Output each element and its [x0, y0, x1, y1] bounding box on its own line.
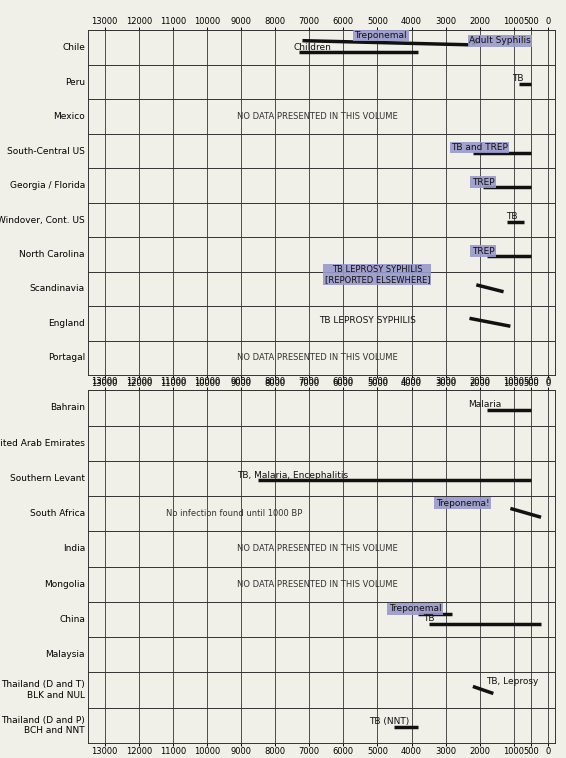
Text: NO DATA PRESENTED IN THIS VOLUME: NO DATA PRESENTED IN THIS VOLUME	[237, 580, 398, 589]
Text: NO DATA PRESENTED IN THIS VOLUME: NO DATA PRESENTED IN THIS VOLUME	[237, 353, 398, 362]
Text: TB: TB	[512, 74, 524, 83]
Text: NO DATA PRESENTED IN THIS VOLUME: NO DATA PRESENTED IN THIS VOLUME	[237, 112, 398, 121]
Text: TB LEPROSY SYPHILIS
[REPORTED ELSEWHERE]: TB LEPROSY SYPHILIS [REPORTED ELSEWHERE]	[325, 265, 430, 284]
Text: Adult Syphilis: Adult Syphilis	[469, 36, 531, 45]
Text: TB, Leprosy: TB, Leprosy	[486, 677, 538, 686]
Text: TB: TB	[507, 212, 518, 221]
Text: Treponema!: Treponema!	[436, 499, 490, 508]
Text: No infection found until 1000 BP: No infection found until 1000 BP	[166, 509, 302, 518]
Text: TB and TREP: TB and TREP	[451, 143, 508, 152]
Text: TB: TB	[423, 614, 434, 623]
Text: TB, Malaria, Encephalitis: TB, Malaria, Encephalitis	[237, 471, 348, 480]
Text: Malaria: Malaria	[468, 400, 501, 409]
Text: Treponemal: Treponemal	[389, 604, 441, 613]
Text: NO DATA PRESENTED IN THIS VOLUME: NO DATA PRESENTED IN THIS VOLUME	[237, 544, 398, 553]
Text: TB LEPROSY SYPHILIS: TB LEPROSY SYPHILIS	[319, 315, 415, 324]
Text: TREP: TREP	[472, 177, 495, 186]
Text: Children: Children	[294, 43, 332, 52]
Text: TREP: TREP	[472, 246, 495, 255]
Text: Treponemal: Treponemal	[354, 31, 407, 40]
Text: TB (NNT): TB (NNT)	[369, 717, 409, 726]
